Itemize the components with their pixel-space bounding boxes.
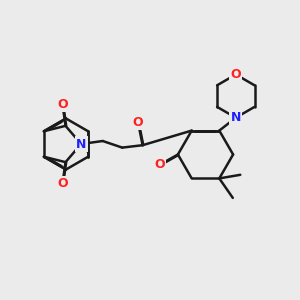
Text: O: O	[57, 177, 68, 190]
Text: N: N	[231, 111, 241, 124]
Text: N: N	[76, 137, 86, 151]
Text: O: O	[154, 158, 165, 172]
Text: O: O	[133, 116, 143, 129]
Text: O: O	[57, 98, 68, 111]
Text: O: O	[230, 68, 241, 81]
